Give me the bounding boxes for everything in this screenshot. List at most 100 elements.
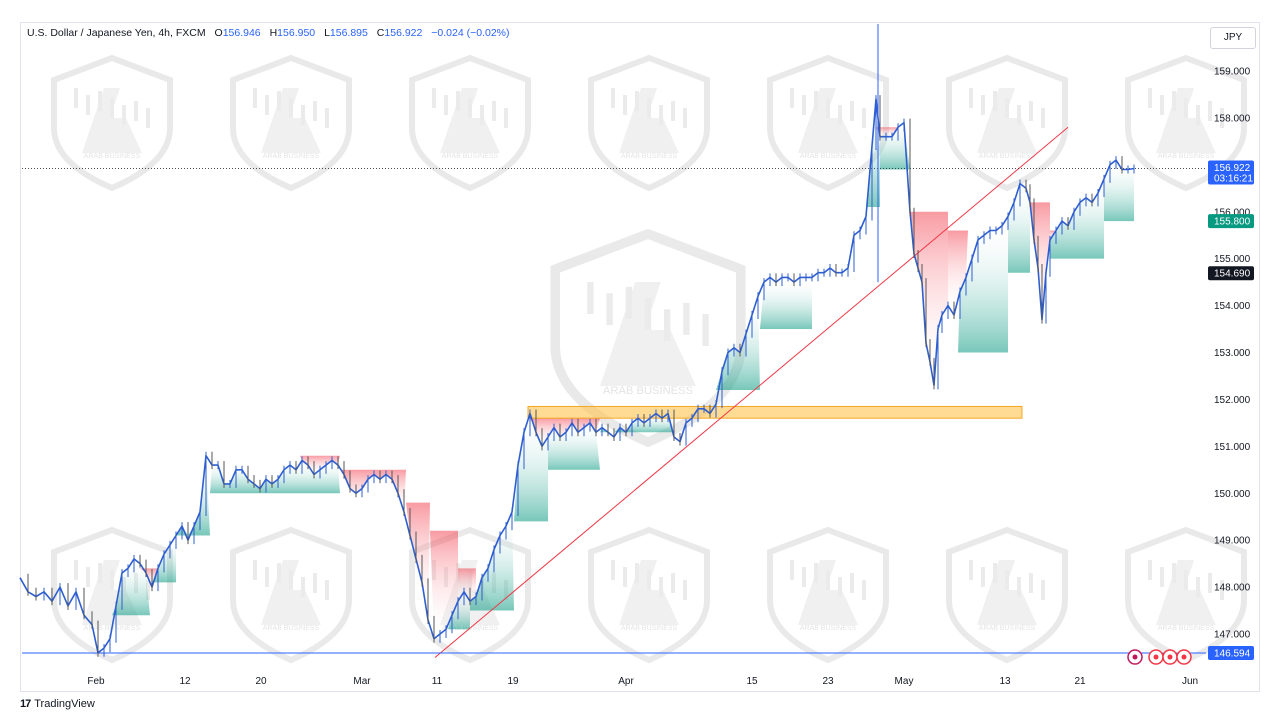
price-tick-label: 156.000 [1214,207,1251,218]
price-tag-value: 156.922 [1214,163,1251,174]
price-tick-label: 151.000 [1214,442,1251,453]
open-value: 156.946 [222,27,261,39]
symbol-legend: U.S. Dollar / Japanese Yen, 4h, FXCM O15… [27,27,510,39]
time-tick-label: Jun [1182,676,1198,687]
resistance-band [430,530,458,639]
time-tick-label: Feb [87,676,105,687]
watermark-text: ARAB BUSINESS [979,625,1036,632]
watermark-shield-icon: ARAB BUSINESS [1125,54,1247,192]
watermark-shield-icon: ARAB BUSINESS [230,526,352,664]
support-band [716,296,760,391]
time-tick-label: 13 [999,676,1011,687]
time-tick-label: 15 [746,676,758,687]
price-tag [1208,646,1254,661]
watermark-text: ARAB BUSINESS [1158,153,1215,160]
time-tick-label: 23 [822,676,834,687]
support-band [112,558,150,616]
watermark-shield-icon: ARAB BUSINESS [588,526,710,664]
price-tick-label: 158.000 [1214,113,1251,124]
trendline [434,126,1069,658]
watermark-text: ARAB BUSINESS [84,153,141,160]
resistance-band [1030,202,1050,320]
support-band [760,277,812,330]
price-tick-label: 155.000 [1214,254,1251,265]
event-dot [1167,654,1173,660]
time-axis[interactable]: Feb 12 20 Mar 11 19 Apr 15 23 May 13 21 Jun [87,676,1198,687]
price-series [19,24,1135,657]
tradingview-brand: TradingView [34,698,95,710]
price-tick-label: 149.000 [1214,536,1251,547]
event-dot [1181,654,1187,660]
currency-button[interactable]: JPY [1210,27,1256,49]
time-tick-label: 21 [1074,676,1086,687]
price-tag-value: 146.594 [1214,649,1251,660]
price-tick-label: 147.000 [1214,630,1251,641]
watermark-shield-icon: ARAB BUSINESS [767,526,889,664]
symbol-title: U.S. Dollar / Japanese Yen, 4h, FXCM [27,27,206,39]
watermark-text: ARAB BUSINESS [800,153,857,160]
price-tick-label: 154.000 [1214,301,1251,312]
price-tick-label: 159.000 [1214,67,1251,78]
close-value: 156.922 [384,27,423,39]
time-tick-label: 19 [507,676,519,687]
time-tick-label: Mar [353,676,371,687]
support-band [958,216,1008,353]
watermark-text: ARAB BUSINESS [263,625,320,632]
price-tag [1208,160,1254,185]
price-tag-countdown: 03:16:21 [1214,173,1253,184]
resistance-band [140,568,160,588]
price-tick-label: 153.000 [1214,348,1251,359]
event-dot [1153,654,1159,660]
watermark-text: ARAB BUSINESS [621,153,678,160]
supertrend-cloud [112,99,1134,639]
watermark-text: ARAB BUSINESS [800,625,857,632]
time-tick-label: 20 [255,676,267,687]
support-zone [527,405,1023,419]
watermark-shield-icon: ARAB BUSINESS [409,54,531,192]
annotation-layer [22,126,1206,658]
watermark-shield-icon: ARAB BUSINESS [946,526,1068,664]
change-value: −0.024 (−0.02%) [431,27,510,39]
support-band [1008,183,1030,273]
resistance-band [876,127,906,137]
support-band [548,422,600,470]
low-value: 156.895 [329,27,368,39]
event-dot [1132,654,1138,660]
price-line [19,98,1135,654]
price-tick-label: 148.000 [1214,583,1251,594]
watermark-shield-icon: ARAB BUSINESS [51,54,173,192]
watermark-text: ARAB BUSINESS [603,385,693,397]
price-tick-label: 152.000 [1214,395,1251,406]
support-band [176,455,210,536]
alert-icons[interactable] [1127,649,1192,665]
watermark-text: ARAB BUSINESS [979,153,1036,160]
watermark-text: ARAB BUSINESS [263,153,320,160]
watermark-text: ARAB BUSINESS [621,625,678,632]
time-tick-label: Apr [618,676,634,687]
support-band [470,512,514,611]
resistance-band [300,455,340,475]
chart-frame [20,22,1260,692]
watermark-shield-icon: ARAB BUSINESS [1125,526,1247,664]
watermark-text: ARAB BUSINESS [1158,625,1215,632]
time-tick-label: May [895,676,914,687]
price-tick-label: 150.000 [1214,489,1251,500]
ohlc-values: O156.946 H156.950 L156.895 C156.922 −0.0… [214,27,510,39]
high-value: 156.950 [277,27,316,39]
price-tag [1208,266,1254,281]
watermark-shield-icon: ARAB BUSINESS [230,54,352,192]
time-tick-label: 12 [179,676,191,687]
support-band [1104,160,1134,222]
watermark-layer: ARAB BUSINESS ARAB BUSINESS ARAB BUSINESS A… [51,54,1247,664]
watermark-shield-icon: ARAB BUSINESS [588,54,710,192]
price-tag-value: 155.800 [1214,217,1251,228]
time-tick-label: 11 [432,676,443,687]
resistance-band [906,211,948,386]
tradingview-logo-icon: 17 [20,698,31,710]
tradingview-footer[interactable]: 17 TradingView [20,698,95,710]
resistance-band [1050,230,1074,240]
watermark-shield-icon: ARAB BUSINESS [946,54,1068,192]
resistance-band [948,230,968,315]
price-tag-value: 154.690 [1214,269,1251,280]
